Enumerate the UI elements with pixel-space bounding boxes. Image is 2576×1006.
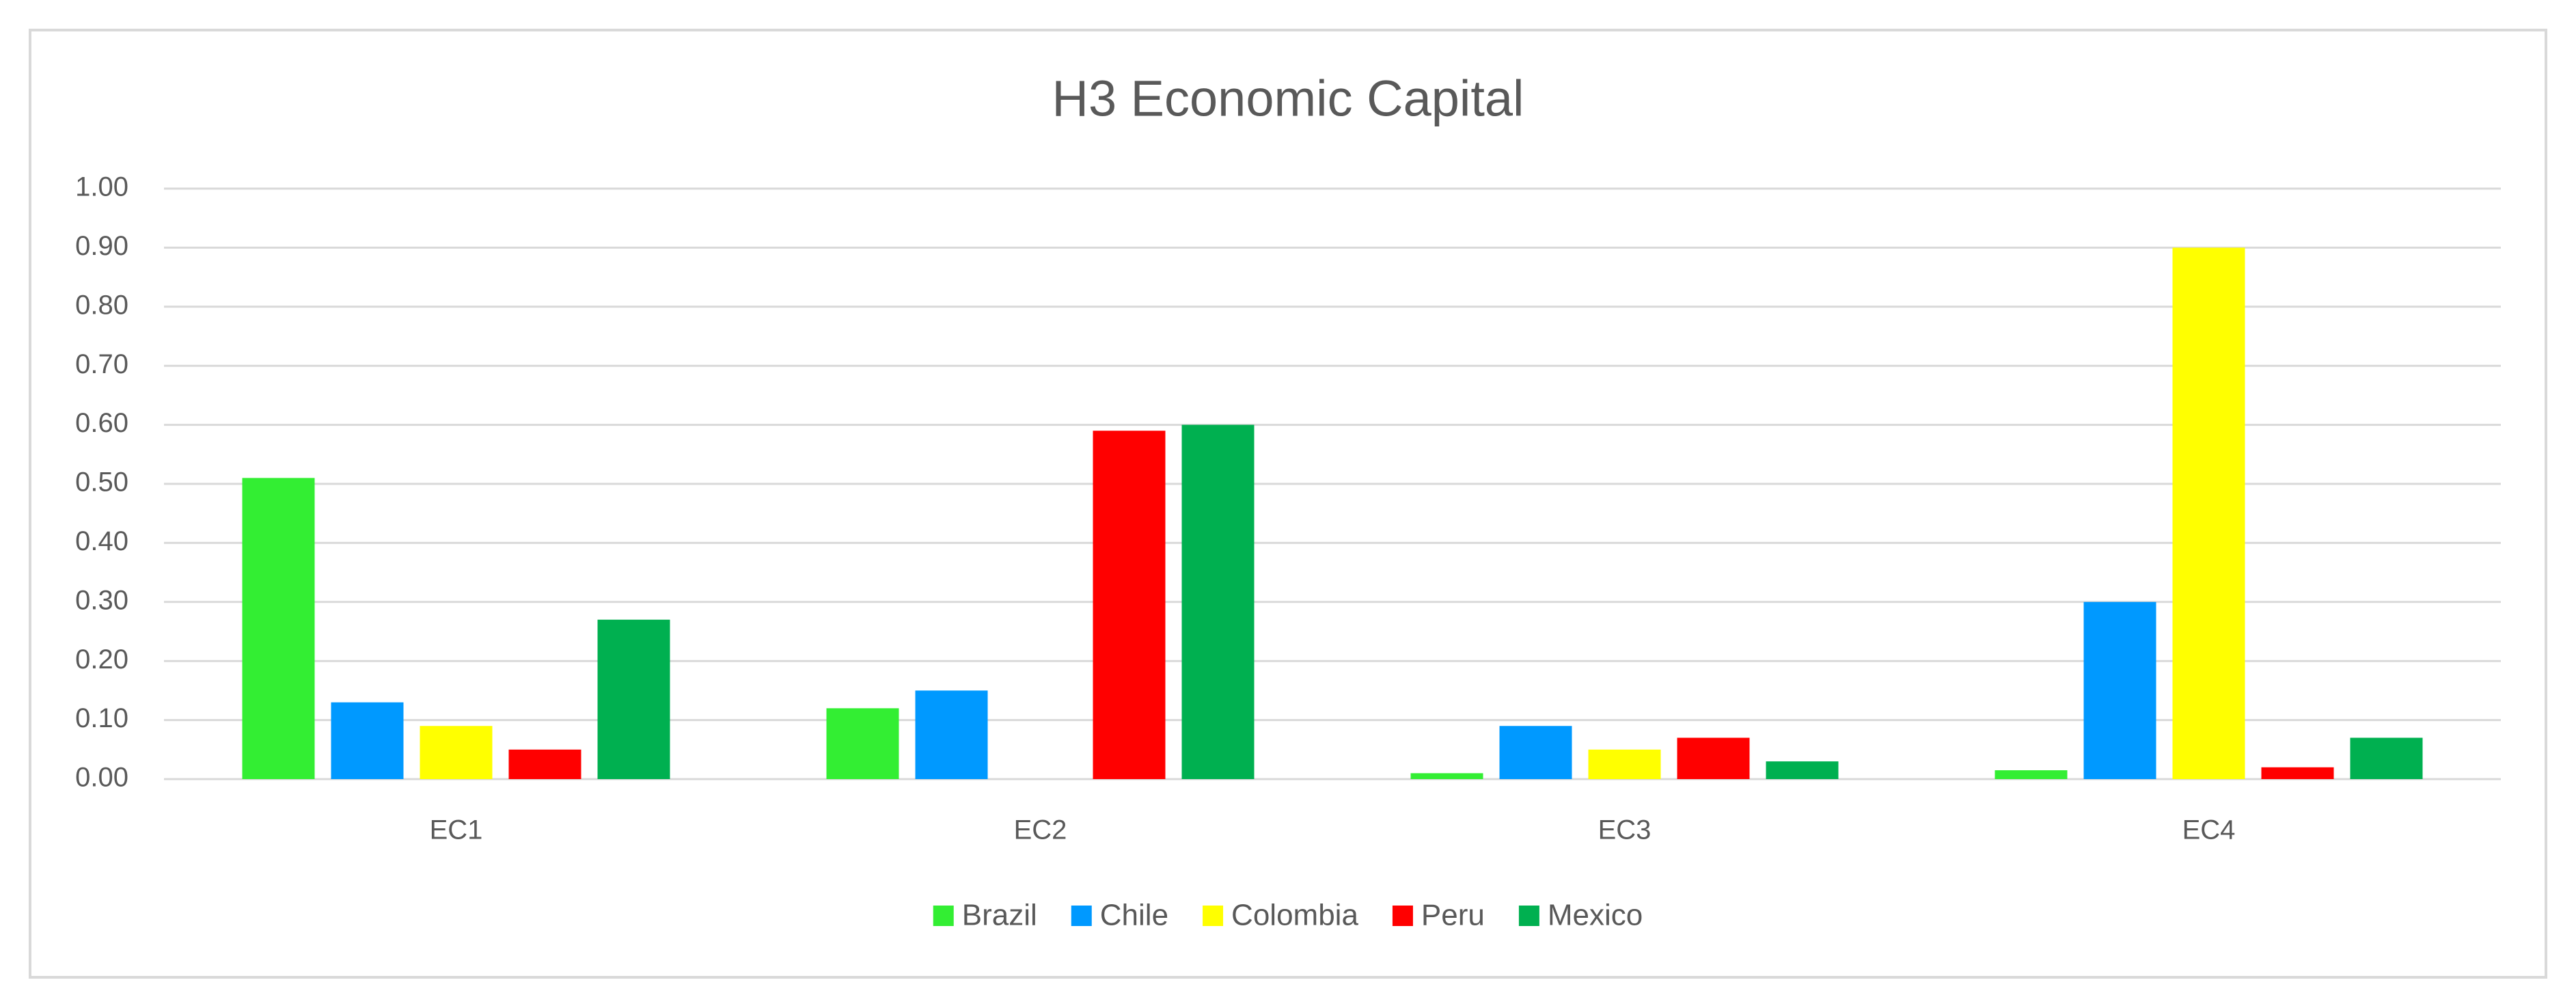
bar [508, 749, 581, 779]
y-tick-label: 0.60 [75, 408, 128, 438]
x-tick-label: EC4 [2182, 815, 2236, 845]
y-tick-label: 0.80 [75, 290, 128, 320]
bar [2350, 737, 2423, 779]
legend-swatch [1392, 906, 1413, 926]
y-tick-label: 0.90 [75, 231, 128, 261]
bar [1588, 749, 1661, 779]
legend-swatch [1071, 906, 1092, 926]
bar [1181, 424, 1255, 779]
y-tick-label: 0.10 [75, 703, 128, 733]
x-tick-label: EC3 [1598, 815, 1652, 845]
y-tick-label: 0.00 [75, 763, 128, 793]
chart-frame [29, 29, 2547, 979]
bar [420, 726, 493, 779]
legend-label: Colombia [1231, 899, 1358, 932]
y-tick-label: 0.70 [75, 349, 128, 379]
bar [2172, 247, 2245, 779]
x-tick-label: EC1 [430, 815, 483, 845]
bar [597, 619, 670, 779]
y-tick-label: 1.00 [75, 172, 128, 202]
bar [242, 478, 315, 779]
bar [1410, 773, 1483, 779]
bar [2083, 601, 2156, 779]
bar [2261, 767, 2334, 779]
legend-label: Chile [1100, 899, 1168, 932]
legend-swatch [933, 906, 954, 926]
y-tick-label: 0.50 [75, 467, 128, 498]
bar [915, 690, 988, 779]
chart-title: H3 Economic Capital [1052, 70, 1524, 127]
legend-swatch [1518, 906, 1539, 926]
y-tick-label: 0.40 [75, 526, 128, 556]
bar [1093, 431, 1166, 779]
legend-label: Brazil [962, 899, 1037, 932]
bar [331, 702, 404, 779]
y-tick-label: 0.20 [75, 644, 128, 675]
legend-label: Peru [1421, 899, 1485, 932]
y-tick-label: 0.30 [75, 585, 128, 615]
bar [1995, 770, 2068, 779]
bar [826, 708, 899, 779]
legend-swatch [1203, 906, 1224, 926]
bar [1766, 761, 1839, 779]
bar [1499, 726, 1572, 779]
legend-label: Mexico [1548, 899, 1643, 932]
bar [1677, 737, 1750, 779]
x-tick-label: EC2 [1014, 815, 1067, 845]
